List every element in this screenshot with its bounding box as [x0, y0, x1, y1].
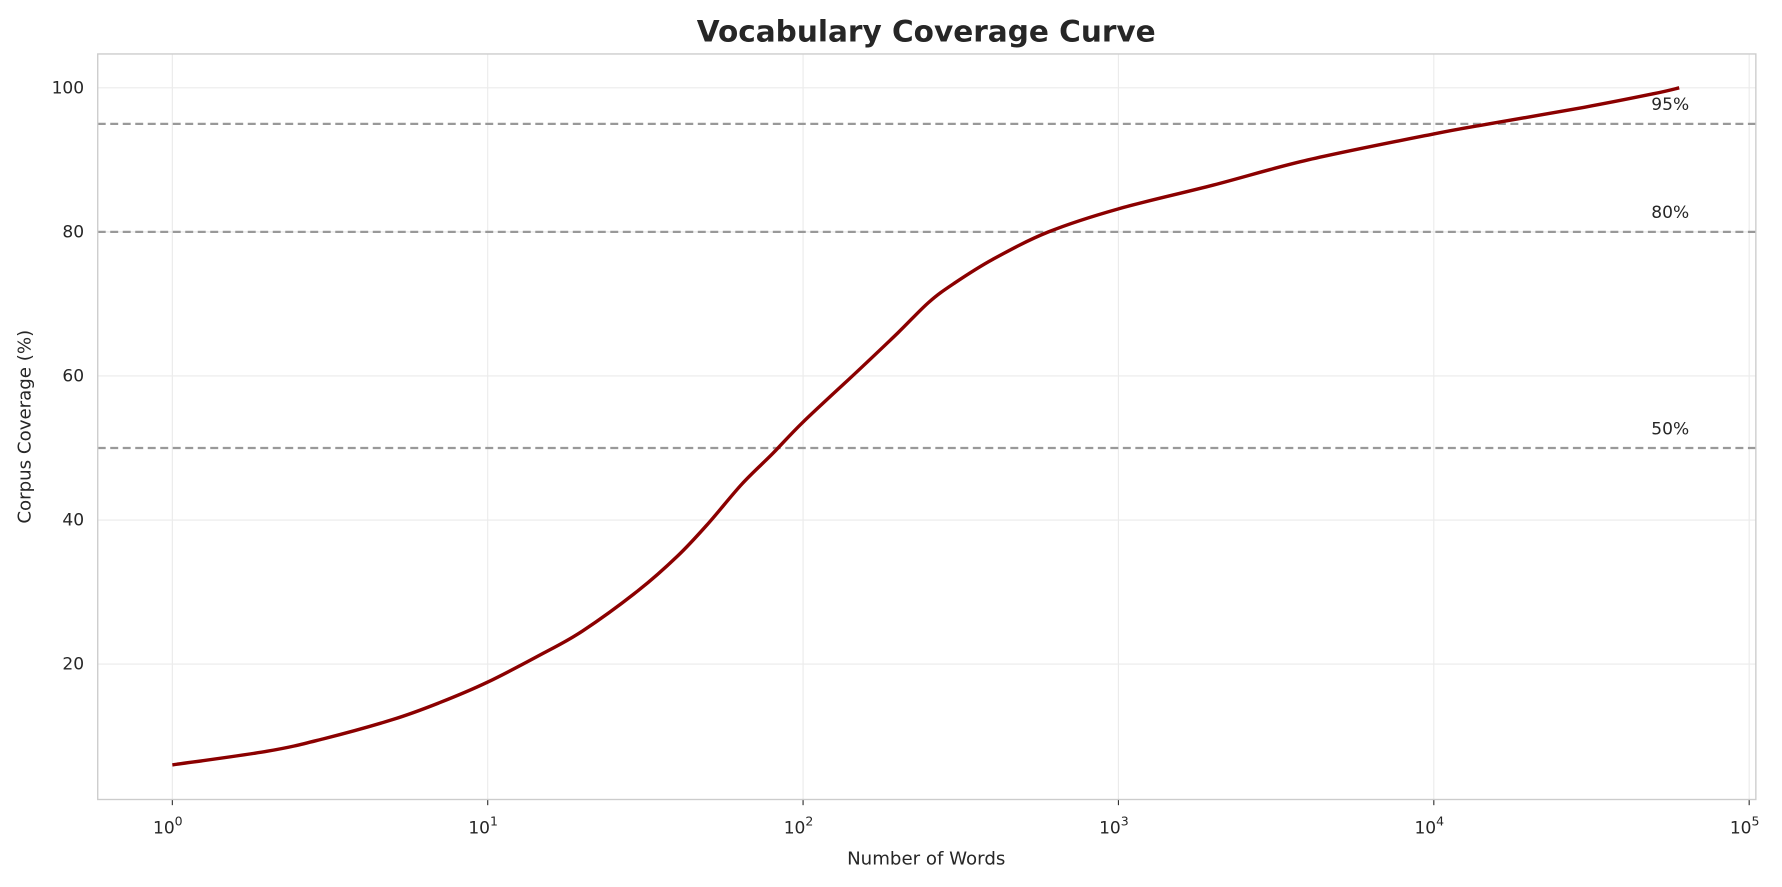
x-tick-labels: 100 101 102 103 104 105 [153, 814, 1759, 839]
grid [97, 53, 1756, 806]
x-tick-label: 100 [153, 814, 183, 839]
reference-label-95: 95% [1651, 95, 1689, 115]
coverage-curve [172, 86, 1680, 767]
x-tick-label: 103 [1099, 814, 1129, 839]
plot-frame [97, 53, 1757, 801]
reference-label-80: 80% [1651, 203, 1689, 223]
y-tick-labels: 20 40 60 80 100 [52, 78, 85, 674]
y-tick-label: 40 [62, 511, 84, 531]
y-tick-label: 20 [62, 655, 84, 675]
chart-title: Vocabulary Coverage Curve [697, 14, 1156, 48]
reference-lines: 95% 80% 50% [97, 95, 1756, 450]
y-axis-label: Corpus Coverage (%) [15, 330, 36, 524]
x-tick-label: 104 [1414, 814, 1444, 839]
x-tick-label: 105 [1730, 814, 1760, 839]
x-tick-label: 102 [784, 814, 814, 839]
y-tick-label: 80 [62, 223, 84, 243]
y-tick-label: 100 [52, 78, 85, 98]
y-tick-label: 60 [62, 367, 84, 387]
x-axis-label: Number of Words [847, 848, 1005, 869]
reference-label-50: 50% [1651, 419, 1689, 439]
x-tick-label: 101 [468, 814, 498, 839]
